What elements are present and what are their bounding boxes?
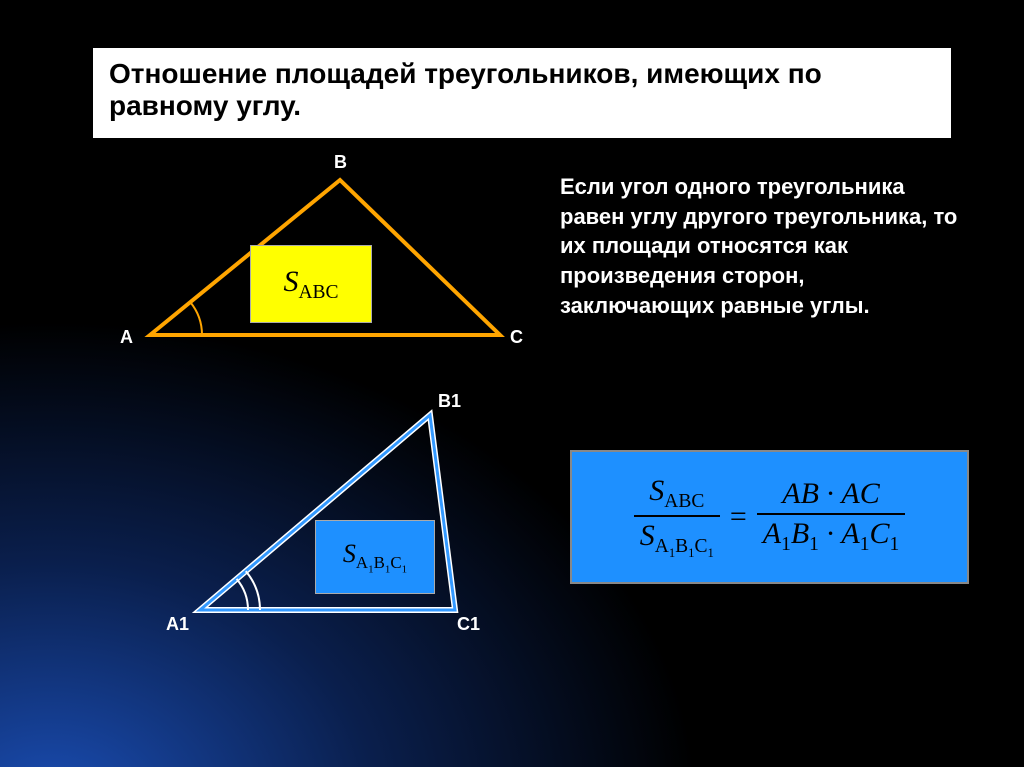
vertex-label-c: C: [510, 327, 523, 348]
equals-sign: =: [730, 500, 747, 534]
triangle2-area-label-box: SA1B1C1: [315, 520, 435, 594]
vertex-label-a1: A1: [166, 614, 189, 635]
vertex-label-b1: B1: [438, 391, 461, 412]
title-box: Отношение площадей треугольников, имеющи…: [90, 45, 954, 141]
theorem-text: Если угол одного треугольника равен углу…: [560, 172, 960, 320]
formula-equation: SABC SA1B1C1 = AB · AC A1B1 · A1C1: [634, 472, 906, 563]
formula-rhs: AB · AC A1B1 · A1C1: [757, 475, 906, 558]
triangle1-area-label-box: SABC: [250, 245, 372, 323]
ratio-formula: SABC SA1B1C1 = AB · AC A1B1 · A1C1: [570, 450, 969, 584]
vertex-label-a: A: [120, 327, 133, 348]
vertex-label-b: B: [334, 152, 347, 173]
formula-lhs: SABC SA1B1C1: [634, 472, 720, 563]
title-text: Отношение площадей треугольников, имеющи…: [109, 58, 935, 122]
vertex-label-c1: C1: [457, 614, 480, 635]
triangle2-area-label: SA1B1C1: [343, 539, 407, 576]
slide-stage: Отношение площадей треугольников, имеющи…: [0, 0, 1024, 767]
triangle1-area-label: SABC: [283, 265, 338, 304]
